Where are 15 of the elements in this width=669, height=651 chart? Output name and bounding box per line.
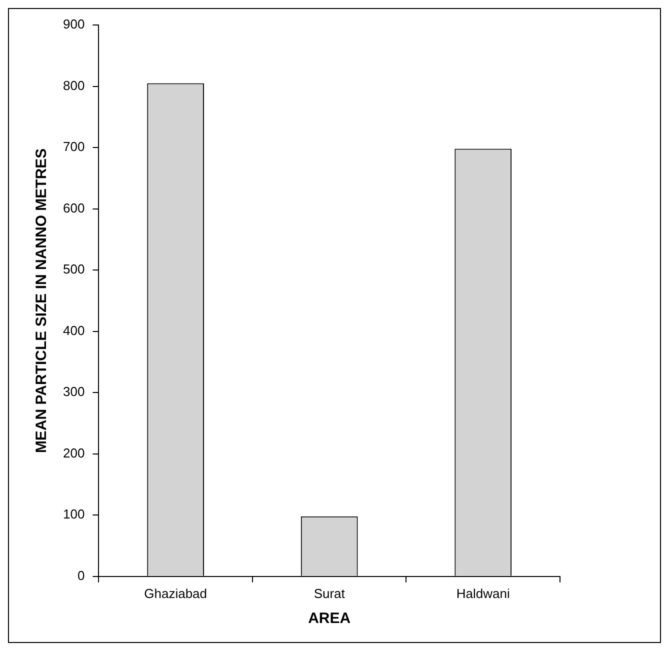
y-tick-label: 200 bbox=[62, 445, 85, 460]
y-tick-label: 400 bbox=[62, 322, 85, 338]
y-tick-label: 800 bbox=[62, 78, 85, 93]
y-tick-label: 600 bbox=[62, 200, 85, 216]
y-tick-label: 900 bbox=[62, 16, 85, 32]
x-tick-label: Haldwani bbox=[456, 586, 510, 601]
y-tick-label: 500 bbox=[62, 262, 85, 277]
y-tick-label: 700 bbox=[62, 139, 85, 154]
y-tick-label: 100 bbox=[62, 506, 85, 522]
x-axis-title: AREA bbox=[308, 610, 351, 628]
x-tick-label: Ghaziabad bbox=[144, 586, 208, 601]
y-tick-label: 300 bbox=[62, 384, 85, 400]
y-tick-label: 0 bbox=[77, 568, 85, 583]
x-tick-label: Surat bbox=[314, 586, 346, 601]
y-axis-title: MEAN PARTICLE SIZE IN NANNO METRES bbox=[33, 148, 50, 454]
